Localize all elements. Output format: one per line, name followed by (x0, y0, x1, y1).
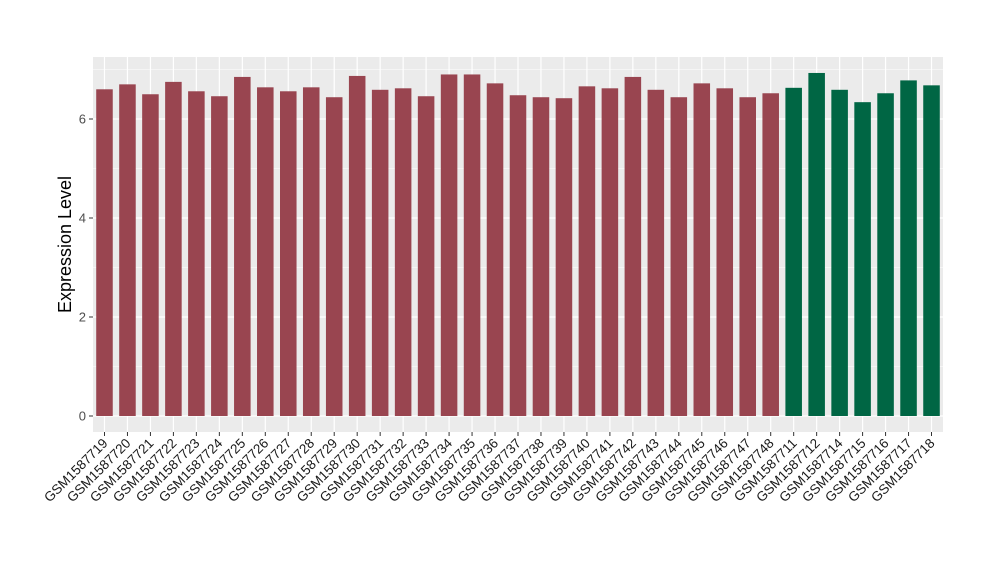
bar-GSM1587744 (670, 97, 688, 416)
bar-GSM1587711 (785, 87, 802, 416)
bar-GSM1587723 (188, 91, 205, 416)
bar-GSM1587720 (119, 84, 136, 416)
bar-GSM1587726 (257, 87, 274, 416)
bar-GSM1587717 (900, 80, 917, 416)
bar-GSM1587743 (647, 89, 665, 417)
bar-GSM1587741 (601, 88, 619, 416)
bar-GSM1587748 (762, 93, 779, 416)
bar-GSM1587739 (555, 98, 573, 417)
bar-GSM1587722 (165, 81, 182, 416)
bar-GSM1587731 (371, 89, 389, 417)
bars (96, 72, 940, 417)
bar-GSM1587721 (142, 94, 159, 416)
y-tick-label: 4 (79, 211, 86, 226)
x-axis: GSM1587719GSM1587720GSM1587721GSM1587722… (41, 432, 938, 505)
bar-GSM1587747 (739, 97, 756, 416)
bar-GSM1587745 (693, 83, 711, 417)
bar-GSM1587714 (831, 89, 848, 417)
bar-GSM1587712 (808, 72, 825, 416)
bar-GSM1587732 (394, 88, 412, 416)
bar-GSM1587727 (280, 91, 297, 416)
bar-GSM1587735 (463, 74, 481, 416)
y-tick-label: 2 (79, 310, 86, 325)
bar-GSM1587718 (923, 85, 940, 416)
bar-GSM1587742 (624, 76, 642, 417)
y-tick-label: 6 (79, 112, 86, 127)
y-tick-label: 0 (79, 409, 86, 424)
bar-GSM1587734 (440, 74, 458, 416)
bar-GSM1587737 (509, 95, 527, 417)
bar-GSM1587733 (417, 96, 435, 416)
y-axis-title: Expression Level (55, 176, 75, 313)
bar-GSM1587746 (716, 88, 734, 416)
bar-GSM1587730 (348, 75, 366, 416)
bar-GSM1587728 (302, 87, 320, 416)
bar-GSM1587725 (234, 76, 251, 417)
bar-GSM1587716 (877, 93, 894, 416)
bar-GSM1587738 (532, 97, 550, 416)
y-axis: 0 2 4 6 (79, 112, 93, 424)
bar-GSM1587724 (211, 96, 228, 416)
bar-GSM1587740 (578, 86, 596, 416)
bar-GSM1587729 (325, 97, 343, 416)
bar-GSM1587715 (854, 102, 871, 417)
bar-GSM1587736 (486, 83, 504, 417)
bar-GSM1587719 (96, 89, 113, 417)
